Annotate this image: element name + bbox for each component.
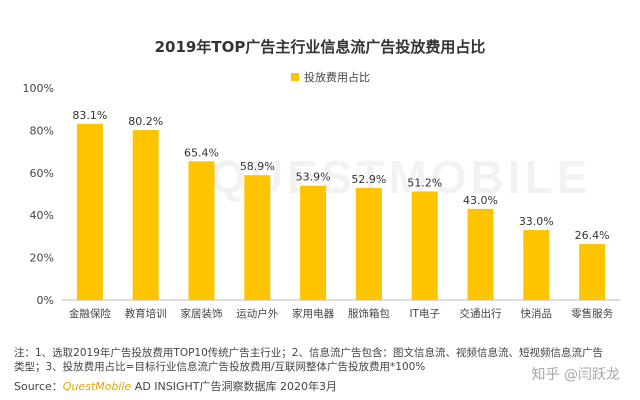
data-label: 26.4%: [575, 229, 610, 242]
data-label: 52.9%: [351, 173, 386, 186]
y-tick-label: 20%: [30, 252, 54, 265]
x-tick-label: 运动户外: [236, 307, 278, 320]
footnote-line-1: 注：1、选取2019年广告投放费用TOP10传统广告主行业；2、信息流广告包含：…: [14, 347, 603, 359]
bar: [76, 123, 103, 300]
legend-swatch: [291, 73, 299, 81]
data-label: 83.1%: [72, 109, 107, 122]
x-tick-label: 快消品: [521, 307, 553, 320]
data-label: 65.4%: [184, 146, 219, 159]
bar: [467, 208, 494, 300]
bar: [300, 185, 327, 300]
bar: [523, 230, 550, 300]
x-tick-label: 服饰箱包: [348, 307, 390, 320]
y-tick-label: 100%: [23, 82, 54, 95]
x-tick-label: 家用电器: [292, 307, 334, 320]
x-tick-label: 交通出行: [460, 307, 502, 320]
source-rest: AD INSIGHT广告洞察数据库 2020年3月: [131, 380, 338, 393]
data-label: 53.9%: [296, 171, 331, 184]
bar: [355, 187, 382, 300]
bar: [411, 191, 438, 300]
legend-label: 投放费用占比: [304, 70, 370, 84]
source-prefix: Source：: [14, 380, 63, 393]
bar: [579, 244, 606, 300]
footnote-line-2: 类型；3、投放费用占比=目标行业信息流广告投放费用/互联网整体广告投放费用*10…: [14, 361, 426, 373]
bars: 83.1% 金融保险 80.2% 教育培训 65.4% 家居装饰 58.9% 运动户外 53.9…: [69, 109, 614, 320]
y-tick-label: 60%: [30, 167, 54, 180]
x-tick-label: 零售服务: [571, 307, 613, 320]
source-line: Source：QuestMobile AD INSIGHT广告洞察数据库 202…: [14, 378, 337, 394]
bar: [244, 175, 271, 300]
x-tick-label: 家居装饰: [181, 307, 223, 320]
bar: [188, 161, 215, 300]
y-tick-label: 80%: [30, 124, 54, 137]
x-tick-label: IT电子: [409, 307, 440, 320]
legend: 投放费用占比: [291, 70, 370, 84]
x-tick-label: 金融保险: [69, 307, 111, 320]
x-tick-label: 教育培训: [125, 307, 167, 320]
data-label: 51.2%: [407, 176, 442, 189]
y-tick-label: 40%: [30, 209, 54, 222]
data-label: 43.0%: [463, 194, 498, 207]
source-brand: QuestMobile: [62, 380, 132, 393]
zhihu-watermark: 知乎 @闫跃龙: [531, 367, 620, 383]
bar: [132, 129, 159, 300]
y-tick-label: 0%: [37, 294, 54, 307]
data-label: 33.0%: [519, 215, 554, 228]
chart-title: 2019年TOP广告主行业信息流广告投放费用占比: [154, 38, 486, 56]
data-label: 80.2%: [128, 115, 163, 128]
data-label: 58.9%: [240, 160, 275, 173]
